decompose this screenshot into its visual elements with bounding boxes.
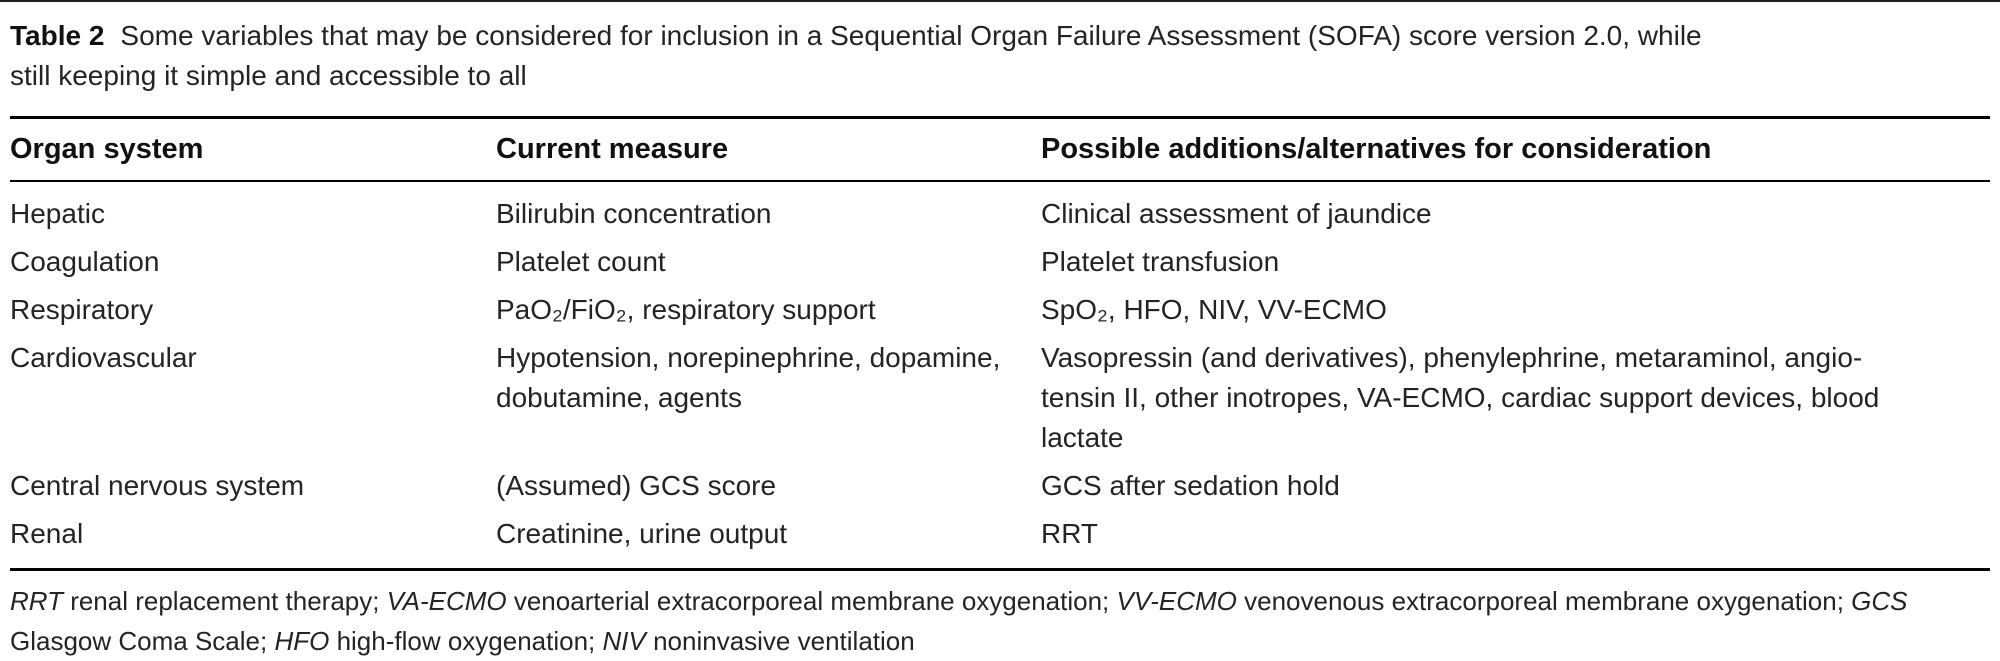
cell-organ-system: Hepatic — [10, 198, 105, 229]
cell-possible-additions: Vasopressin (and derivatives), phenyleph… — [1041, 342, 1880, 453]
table-label: Table 2 — [10, 20, 105, 51]
cell-current-measure: (Assumed) GCS score — [496, 470, 777, 501]
footnote-text: Glasgow Coma Scale; — [10, 626, 275, 656]
table-caption: Table 2 Some variables that may be consid… — [0, 2, 2000, 96]
table: Organ system Current measure Possible ad… — [10, 116, 1990, 571]
table-footnote: RRT renal replacement therapy; VA-ECMO v… — [10, 581, 1990, 661]
table-row: Renal Creatinine, urine output RRT — [10, 514, 1990, 562]
table-body: Hepatic Bilirubin concentration Clinical a… — [10, 182, 1990, 571]
cell-organ-system: Coagulation — [10, 246, 160, 277]
footnote-abbreviation: VV-ECMO — [1116, 586, 1237, 616]
cell-possible-additions: GCS after sedation hold — [1041, 470, 1340, 501]
cell-current-measure: PaO₂/FiO₂, respiratory support — [496, 294, 876, 325]
table-row: Coagulation Platelet count Platelet transf… — [10, 242, 1990, 290]
cell-current-measure: Platelet count — [496, 246, 666, 277]
footnote-abbreviation: HFO — [274, 626, 330, 656]
footnote-line: Glasgow Coma Scale; HFO high-flow oxygen… — [10, 621, 1990, 661]
cell-possible-additions: Clinical assessment of jaundice — [1041, 198, 1432, 229]
cell-possible-additions: RRT — [1041, 518, 1099, 549]
table-row: Hepatic Bilirubin concentration Clinical a… — [10, 194, 1990, 242]
cell-organ-system: Cardiovascular — [10, 342, 197, 373]
footnote-text: renal replacement therapy; — [62, 586, 387, 616]
table-row: Cardiovascular Hypotension, norepinephrin… — [10, 338, 1990, 466]
footnote-text: venovenous extracorporeal membrane oxyge… — [1236, 586, 1852, 616]
footnote-text: high-flow oxygenation; — [329, 626, 603, 656]
footnote-abbreviation: RRT — [10, 586, 63, 616]
footnote-abbreviation: GCS — [1851, 586, 1908, 616]
footnote-text: venoarterial extracorporeal membrane oxy… — [506, 586, 1117, 616]
page-top-rule — [0, 0, 2000, 2]
cell-possible-additions: Platelet transfusion — [1041, 246, 1280, 277]
cell-organ-system: Respiratory — [10, 294, 154, 325]
footnote-line: RRT renal replacement therapy; VA-ECMO v… — [10, 581, 1990, 621]
column-header-organ-system: Organ system — [10, 133, 204, 165]
footnote-abbreviation: VA-ECMO — [386, 586, 507, 616]
column-header-current-measure: Current measure — [496, 133, 729, 165]
cell-organ-system: Renal — [10, 518, 84, 549]
table-row: Respiratory PaO₂/FiO₂, respiratory suppor… — [10, 290, 1990, 338]
cell-possible-additions: SpO₂, HFO, NIV, VV-ECMO — [1041, 294, 1387, 325]
table-caption-text: Some variables that may be considered fo… — [10, 20, 1702, 91]
cell-current-measure: Hypotension, norepinephrine, dopamine, d… — [496, 342, 1001, 413]
cell-current-measure: Creatinine, urine output — [496, 518, 788, 549]
table-header-row: Organ system Current measure Possible ad… — [10, 119, 1990, 182]
table-row: Central nervous system (Assumed) GCS scor… — [10, 466, 1990, 514]
footnote-text: noninvasive ventilation — [645, 626, 915, 656]
cell-organ-system: Central nervous system — [10, 470, 305, 501]
footnote-abbreviation: NIV — [602, 626, 646, 656]
column-header-possible-additions: Possible additions/alternatives for cons… — [1041, 133, 1712, 165]
cell-current-measure: Bilirubin concentration — [496, 198, 772, 229]
